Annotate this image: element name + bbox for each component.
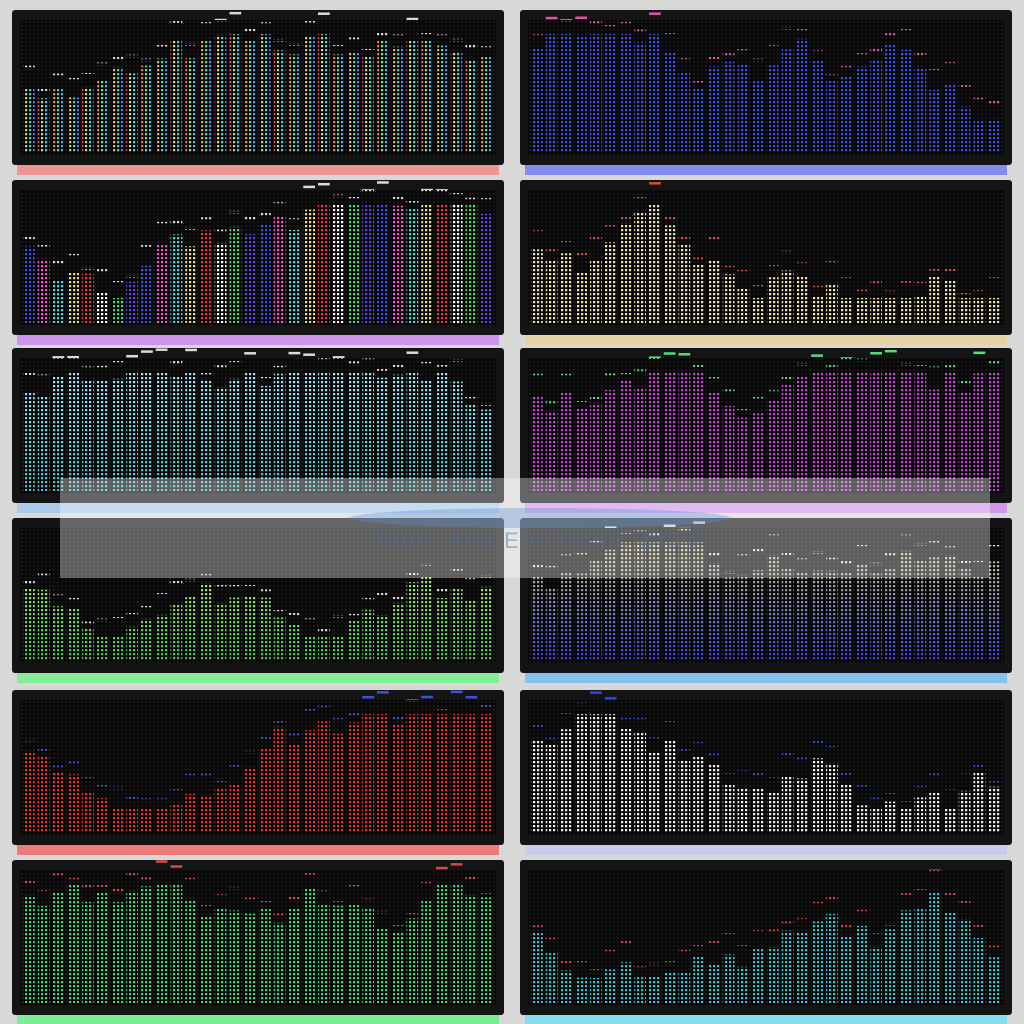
- led-panel: [520, 690, 1012, 855]
- led-panel: [12, 690, 504, 855]
- led-panel: [12, 348, 504, 513]
- peak-marker: [229, 11, 242, 15]
- peak-marker: [126, 354, 138, 358]
- led-dot-mask: [528, 190, 1004, 325]
- peak-marker: [649, 182, 661, 185]
- peak-marker: [377, 181, 389, 184]
- peak-marker: [155, 860, 168, 863]
- peak-marker: [288, 351, 301, 355]
- peak-marker: [545, 16, 558, 20]
- peak-marker: [604, 526, 617, 529]
- led-dot-mask: [20, 528, 496, 663]
- peak-marker: [318, 12, 330, 15]
- peak-marker: [663, 352, 676, 355]
- peak-marker: [406, 17, 419, 21]
- led-dot-mask: [528, 870, 1004, 1005]
- peak-marker: [604, 697, 617, 700]
- peak-marker: [406, 351, 419, 354]
- watermark-band: [60, 478, 990, 578]
- peak-marker: [52, 356, 65, 359]
- peak-marker: [811, 354, 823, 357]
- peak-marker: [318, 182, 330, 186]
- led-panel: [520, 860, 1012, 1024]
- peak-marker: [362, 695, 374, 699]
- peak-marker: [332, 356, 345, 359]
- peak-marker: [170, 865, 183, 868]
- led-panel: [520, 348, 1012, 513]
- peak-marker: [421, 695, 433, 699]
- peak-marker: [141, 350, 153, 353]
- peak-marker: [185, 348, 197, 352]
- peak-marker: [678, 353, 691, 356]
- led-dot-mask: [20, 358, 496, 493]
- peak-marker: [155, 348, 168, 351]
- peak-marker: [575, 16, 587, 20]
- led-panel: [12, 860, 504, 1024]
- peak-marker: [649, 356, 661, 359]
- watermark-text: Tools And Electronic Store: [373, 528, 708, 553]
- peak-marker: [377, 691, 389, 694]
- peak-marker: [450, 690, 463, 694]
- panels: [12, 10, 1012, 1024]
- led-dot-mask: [20, 700, 496, 835]
- led-dot-mask: [528, 20, 1004, 155]
- peak-marker: [693, 521, 705, 524]
- led-dot-mask: [528, 528, 1004, 663]
- peak-marker: [465, 696, 478, 699]
- led-dot-mask: [20, 190, 496, 325]
- led-panel: [520, 180, 1012, 345]
- peak-marker: [590, 691, 602, 694]
- peak-marker: [663, 524, 676, 527]
- led-panel: [12, 518, 504, 683]
- peak-marker: [303, 353, 315, 356]
- led-panel: [12, 180, 504, 345]
- led-panel: [520, 518, 1012, 683]
- watermark-logo: [350, 508, 730, 528]
- led-panel: [520, 10, 1012, 175]
- peak-marker: [244, 352, 256, 355]
- led-panel: [12, 10, 504, 175]
- peak-marker: [303, 185, 315, 189]
- led-dot-mask: [20, 870, 496, 1005]
- peak-marker: [450, 863, 463, 866]
- peak-marker: [870, 352, 882, 355]
- led-dot-mask: [20, 20, 496, 155]
- peak-marker: [67, 355, 79, 359]
- peak-marker: [973, 351, 986, 355]
- peak-marker: [885, 349, 897, 353]
- led-dot-mask: [528, 358, 1004, 493]
- peak-marker: [436, 866, 448, 870]
- led-dot-mask: [528, 700, 1004, 835]
- peak-marker: [649, 12, 661, 15]
